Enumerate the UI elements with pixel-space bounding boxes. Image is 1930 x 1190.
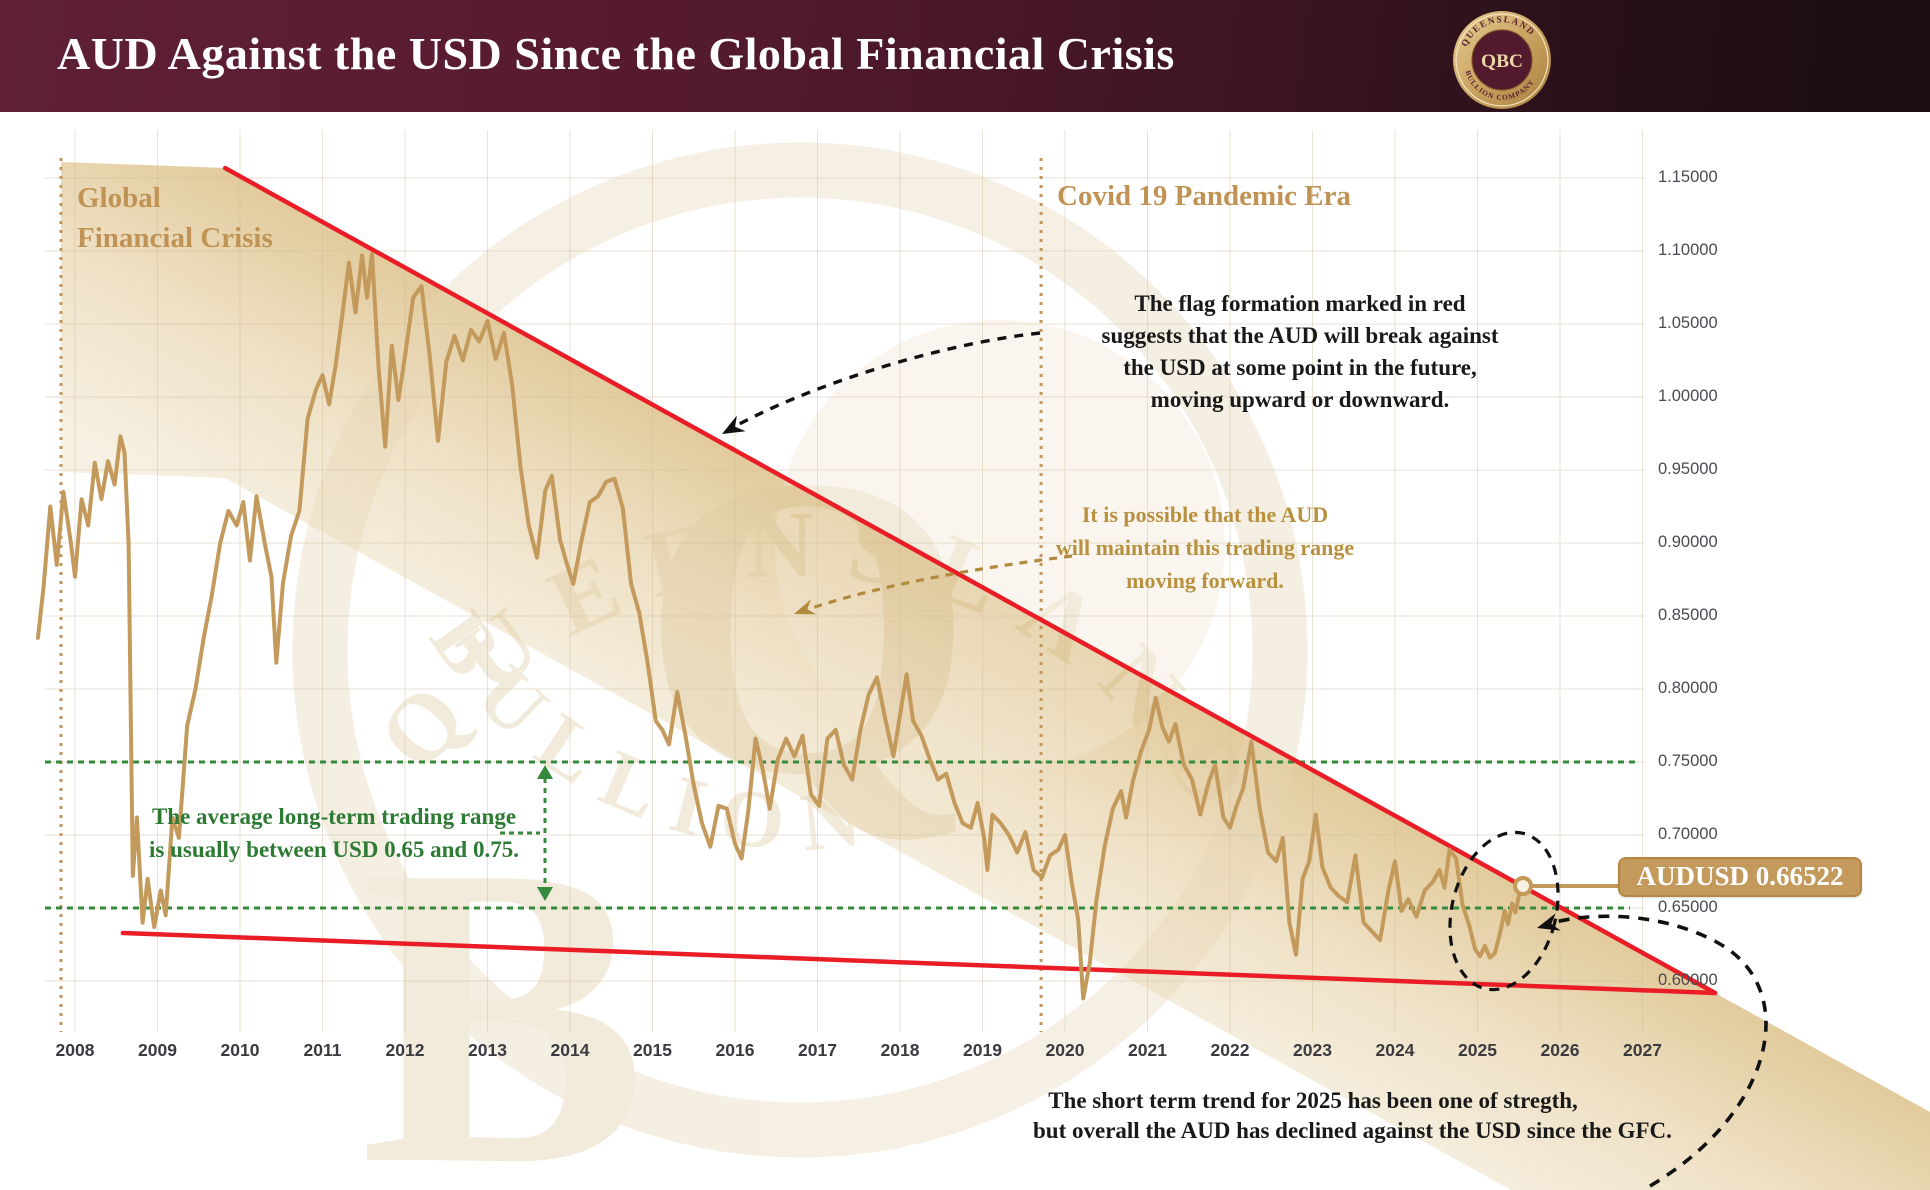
x-axis-label: 2021 (1128, 1040, 1167, 1060)
y-axis-label: 0.80000 (1658, 679, 1718, 697)
flag-lower-support (120, 930, 1718, 996)
flag-trendlines (120, 165, 1718, 996)
x-axis-label: 2009 (138, 1040, 177, 1060)
range-note: It is possible that the AUD will maintai… (1055, 502, 1355, 593)
y-axis-label: 0.70000 (1658, 825, 1718, 843)
x-axis-label: 2019 (963, 1040, 1002, 1060)
x-axis-label: 2012 (385, 1040, 425, 1060)
svg-text:Q: Q (640, 388, 974, 864)
x-axis-label: 2022 (1210, 1040, 1250, 1060)
flag-upper-resistance (222, 165, 1718, 996)
x-axis-label: 2013 (468, 1040, 507, 1060)
audusd-price-line (35, 251, 1524, 1001)
trend-channel-band (61, 162, 1930, 1190)
y-axis-label: 1.10000 (1658, 241, 1718, 259)
x-axis-label: 2017 (798, 1040, 837, 1060)
svg-text:B: B (360, 778, 647, 1190)
gfc-era-label: Global Financial Crisis (77, 182, 273, 254)
qbc-logo: QUEENSLAND BULLION COMPANY QBC (1453, 11, 1551, 109)
era-divider-lines (59, 158, 1043, 1032)
flag-note-arrow (722, 331, 1041, 434)
last-price-tag: AUDUSD 0.66522 (1618, 857, 1862, 897)
x-axis-label: 2023 (1293, 1040, 1332, 1060)
y-axis-label: 0.95000 (1658, 460, 1718, 478)
y-axis-label: 1.15000 (1658, 168, 1718, 186)
audusd-series (35, 251, 1524, 1001)
x-axis-label: 2026 (1540, 1040, 1580, 1060)
bottom-note-arrow (1537, 913, 1768, 1188)
y-axis-label: 0.60000 (1658, 971, 1718, 989)
x-axis-label: 2015 (633, 1040, 672, 1060)
x-axis-label: 2008 (55, 1040, 95, 1060)
x-axis-label: 2024 (1375, 1040, 1415, 1060)
green-range-note: The average long-term trading range is u… (149, 804, 519, 862)
x-axis-label: 2016 (715, 1040, 755, 1060)
x-axis-label: 2010 (220, 1040, 260, 1060)
y-axis-label: 1.00000 (1658, 387, 1718, 405)
y-axis-label: 0.90000 (1658, 533, 1718, 551)
logo-monogram: QBC (1481, 51, 1523, 72)
x-axis-label: 2020 (1045, 1040, 1085, 1060)
last-price-marker (1513, 876, 1620, 896)
bottom-note: The short term trend for 2025 has been o… (1033, 1088, 1672, 1143)
x-axis-label: 2018 (880, 1040, 920, 1060)
qbc-watermark: QUEENSLAND BULLION Q B (292, 142, 1308, 1190)
x-axis-label: 2027 (1623, 1040, 1662, 1060)
x-axis-label: 2011 (303, 1040, 342, 1060)
y-axis-label: 0.75000 (1658, 752, 1718, 770)
y-axis-label: 0.85000 (1658, 606, 1718, 624)
range-note-arrow (794, 554, 1073, 615)
covid-era-label: Covid 19 Pandemic Era (1057, 180, 1352, 212)
y-axis-label: 1.05000 (1658, 314, 1718, 332)
y-axis-label: 0.65000 (1658, 898, 1718, 916)
recent-trend-ellipse (1448, 830, 1560, 992)
x-axis-label: 2014 (550, 1040, 590, 1060)
flag-note: The flag formation marked in red suggest… (1101, 291, 1499, 412)
header-bar: AUD Against the USD Since the Global Fin… (0, 0, 1930, 112)
page-title: AUD Against the USD Since the Global Fin… (57, 28, 1175, 79)
x-axis-label: 2025 (1458, 1040, 1497, 1060)
range-double-arrow (500, 765, 553, 901)
